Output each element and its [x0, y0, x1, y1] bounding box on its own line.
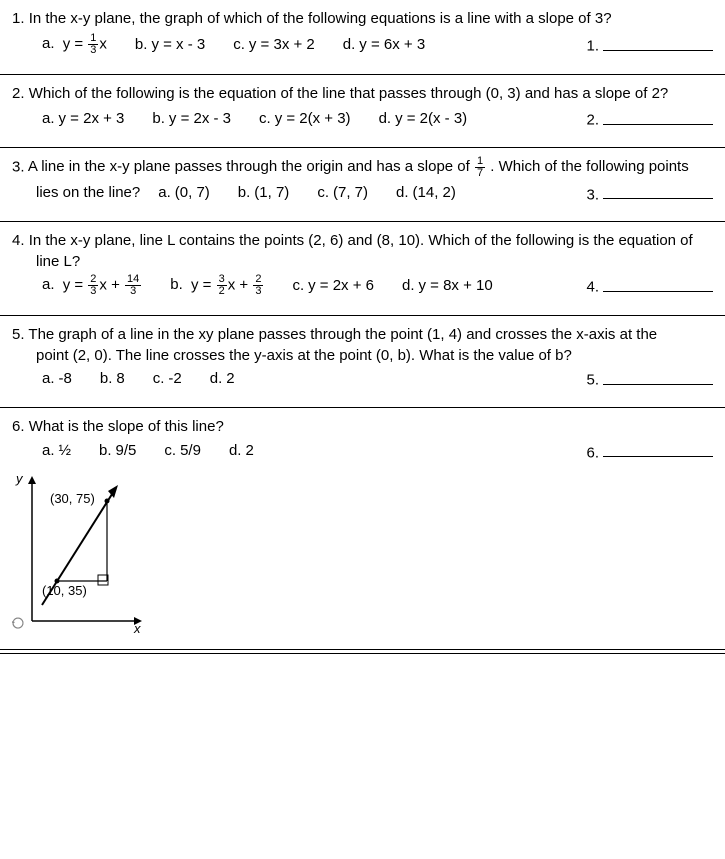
fraction: 17 [475, 156, 485, 179]
choice-b: b.(1, 7) [238, 184, 290, 201]
answer-blank[interactable]: 6. [586, 441, 713, 462]
worksheet: 1. In the x-y plane, the graph of which … [0, 0, 725, 654]
question-text: In the x-y plane, line L contains the po… [29, 232, 693, 249]
choice-b: b.8 [100, 370, 125, 387]
choice-c: c.5/9 [164, 442, 201, 459]
question-text-cont: line L? [12, 253, 713, 270]
question-number: 6. [12, 418, 25, 435]
choice-b: b.9/5 [99, 442, 136, 459]
answer-blank[interactable]: 5. [586, 368, 713, 389]
choice-c: c.-2 [153, 370, 182, 387]
answer-blank[interactable]: 2. [586, 108, 713, 129]
fraction: 13 [88, 33, 98, 56]
question-2: 2. Which of the following is the equatio… [0, 75, 725, 148]
choices-row: a. y = 23x + 143 b. y = 32x + 23 c.y = 2… [12, 274, 713, 297]
question-5: 5. The graph of a line in the xy plane p… [0, 316, 725, 408]
choice-d: d.y = 2(x - 3) [379, 110, 468, 127]
answer-blank[interactable]: 1. [586, 34, 713, 55]
question-text: Which of the following is the equation o… [29, 85, 669, 102]
y-axis-label: y [16, 471, 23, 486]
choice-a: a. y = 23x + 143 [42, 274, 142, 297]
choice-d: d.2 [229, 442, 254, 459]
question-1: 1. In the x-y plane, the graph of which … [0, 0, 725, 75]
choice-b: b. y = 32x + 23 [170, 274, 264, 297]
choice-c: c.(7, 7) [317, 184, 368, 201]
question-text-cont: lies on the line? [36, 184, 140, 201]
choice-a: a. y = 13x [42, 33, 107, 56]
choice-b: b.y = x - 3 [135, 36, 205, 53]
choice-b: b.y = 2x - 3 [152, 110, 231, 127]
question-number: 1. [12, 10, 25, 27]
choices-row: a.½ b.9/5 c.5/9 d.2 6. [12, 441, 713, 462]
point-2-label: (10, 35) [42, 583, 87, 598]
choice-c: c.y = 2(x + 3) [259, 110, 351, 127]
question-number: 2. [12, 85, 25, 102]
question-text: What is the slope of this line? [29, 418, 224, 435]
question-6: 6. What is the slope of this line? a.½ b… [0, 408, 725, 651]
question-text-cont: point (2, 0). The line crosses the y-axi… [12, 347, 713, 364]
question-number: 4. [12, 232, 25, 249]
choice-c: c.y = 2x + 6 [292, 277, 374, 294]
question-text: A line in the x-y plane passes through t… [28, 158, 689, 175]
point-1-label: (30, 75) [50, 491, 95, 506]
choices-row: a.-8 b.8 c.-2 d.2 5. [12, 368, 713, 389]
x-axis-label: x [134, 621, 141, 636]
choice-d: d.(14, 2) [396, 184, 456, 201]
choice-d: d.y = 8x + 10 [402, 277, 493, 294]
answer-blank[interactable]: 3. [586, 183, 713, 204]
page-bottom-rule [0, 650, 725, 654]
question-3: 3. A line in the x-y plane passes throug… [0, 148, 725, 223]
line-graph: y x (30, 75) (10, 35) [12, 471, 152, 631]
choice-a: a.½ [42, 442, 71, 459]
question-4: 4. In the x-y plane, line L contains the… [0, 222, 725, 316]
choices-row: a.y = 2x + 3 b.y = 2x - 3 c.y = 2(x + 3)… [12, 108, 713, 129]
choices-row: lies on the line? a.(0, 7) b.(1, 7) c.(7… [12, 183, 713, 204]
choice-a: a.(0, 7) [158, 184, 210, 201]
choice-c: c.y = 3x + 2 [233, 36, 315, 53]
question-text: The graph of a line in the xy plane pass… [28, 326, 657, 343]
choices-row: a. y = 13x b.y = x - 3 c.y = 3x + 2 d.y … [12, 33, 713, 56]
question-text: In the x-y plane, the graph of which of … [29, 10, 612, 27]
choice-a: a.y = 2x + 3 [42, 110, 124, 127]
question-number: 5. [12, 326, 25, 343]
answer-blank[interactable]: 4. [586, 275, 713, 296]
question-number: 3. [12, 158, 25, 175]
choice-a: a.-8 [42, 370, 72, 387]
choice-d: d.2 [210, 370, 235, 387]
choice-d: d.y = 6x + 3 [343, 36, 425, 53]
